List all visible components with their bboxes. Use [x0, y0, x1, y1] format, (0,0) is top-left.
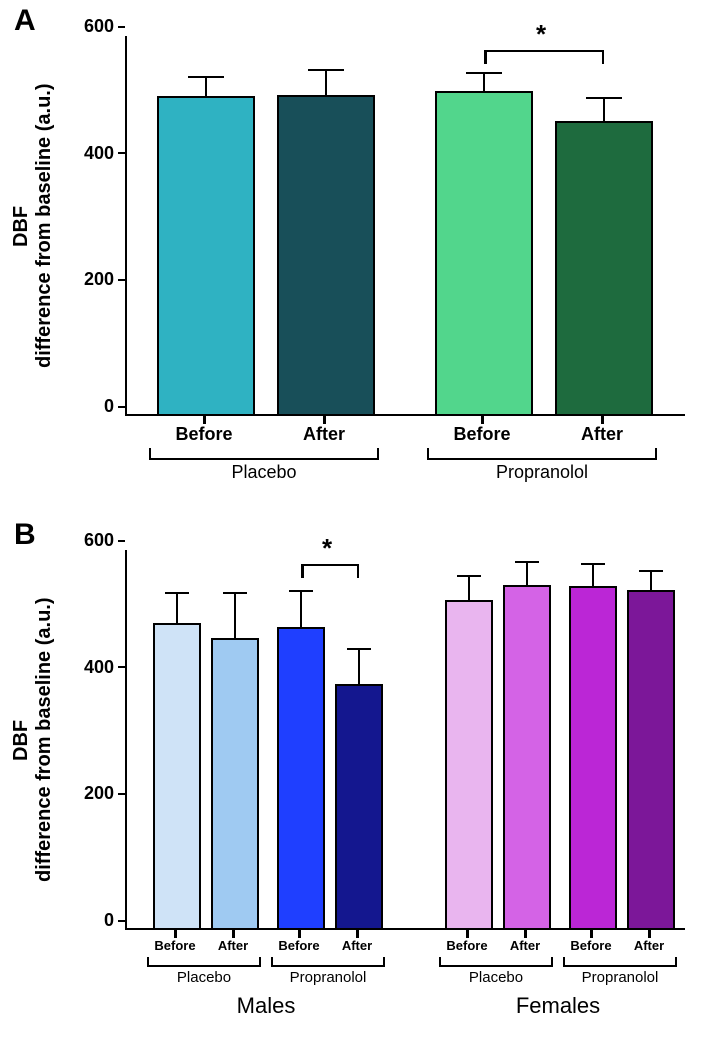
panel-label: B — [14, 518, 36, 552]
x-tick-label: After — [501, 938, 549, 953]
x-tick-label: Before — [443, 938, 491, 953]
x-tick-label: After — [275, 424, 373, 445]
y-tick: 200 — [84, 269, 125, 290]
x-tick-label: Before — [275, 938, 323, 953]
error-bar — [308, 69, 344, 414]
y-tick: 400 — [84, 657, 125, 678]
significance-bracket — [484, 50, 604, 64]
y-tick: 600 — [84, 16, 125, 37]
panel-label: A — [14, 4, 36, 38]
x-tick-label: Before — [155, 424, 253, 445]
panel-A: ADBFdifference from baseline (a.u.)02004… — [10, 10, 699, 494]
y-tick: 200 — [84, 783, 125, 804]
panel-B: BDBFdifference from baseline (a.u.)02004… — [10, 524, 699, 1023]
subgroup-label: Propranolol — [567, 969, 673, 986]
error-bar — [289, 590, 313, 928]
significance-star: * — [536, 19, 546, 50]
error-bar — [581, 563, 605, 928]
error-bar — [223, 592, 247, 928]
significance-star: * — [322, 533, 332, 564]
error-bar — [466, 72, 502, 414]
error-bar — [515, 561, 539, 928]
plot-area: * — [125, 36, 685, 416]
supergroup-label: Females — [443, 993, 673, 1019]
x-tick-label: After — [333, 938, 381, 953]
x-tick-label: Before — [151, 938, 199, 953]
y-tick: 400 — [84, 143, 125, 164]
error-bar — [639, 570, 663, 928]
x-tick-label: After — [209, 938, 257, 953]
x-tick-label: Before — [567, 938, 615, 953]
y-axis-label: DBFdifference from baseline (a.u.) — [10, 36, 56, 416]
error-bar — [165, 592, 189, 928]
x-tick-label: After — [625, 938, 673, 953]
significance-bracket — [301, 564, 359, 578]
y-tick: 0 — [104, 396, 125, 417]
x-tick-label: Before — [433, 424, 531, 445]
supergroup-label: Males — [151, 993, 381, 1019]
error-bar — [586, 97, 622, 414]
subgroup-label: Propranolol — [275, 969, 381, 986]
group-label: Propranolol — [433, 462, 651, 483]
y-axis-label: DBFdifference from baseline (a.u.) — [10, 550, 56, 930]
x-tick-label: After — [553, 424, 651, 445]
plot-area: * — [125, 550, 685, 930]
subgroup-label: Placebo — [151, 969, 257, 986]
group-label: Placebo — [155, 462, 373, 483]
subgroup-label: Placebo — [443, 969, 549, 986]
error-bar — [188, 76, 224, 414]
error-bar — [457, 575, 481, 928]
y-tick: 600 — [84, 530, 125, 551]
error-bar — [347, 648, 371, 928]
y-tick: 0 — [104, 910, 125, 931]
